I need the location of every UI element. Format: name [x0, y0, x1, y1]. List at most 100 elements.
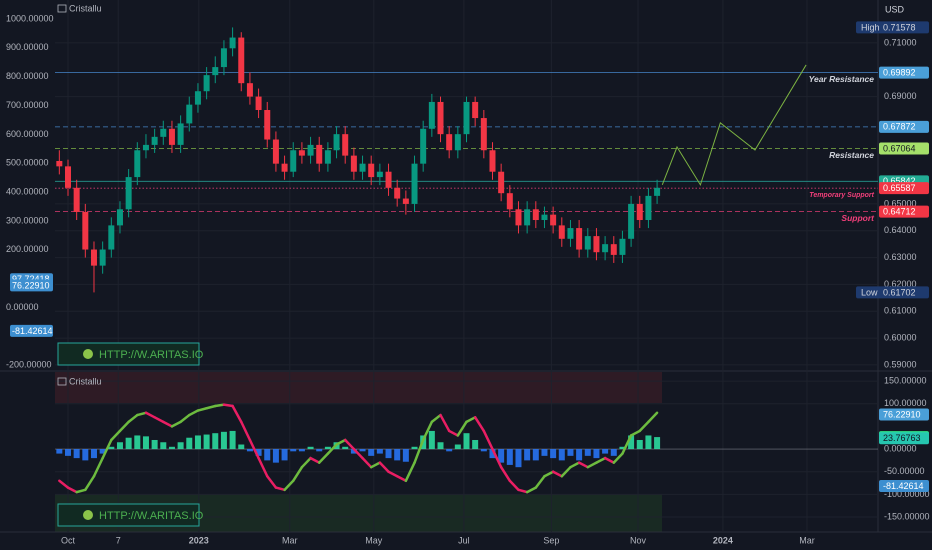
candle-body — [515, 209, 522, 226]
signal-line — [274, 486, 286, 492]
indicator-label: -81.42614 — [883, 481, 924, 491]
x-tick-label: Oct — [61, 535, 76, 545]
indicator-label-box — [10, 324, 53, 337]
price-label: 0.71578 — [883, 22, 916, 32]
candle-body — [506, 193, 513, 210]
plot-layer: Oct 7 2023 Mar May Jul Sep Nov 2024 Mar 0.71000 0.6… — [6, 0, 930, 545]
price-label-name: High — [861, 22, 880, 32]
histogram-bar — [454, 444, 461, 450]
candle-body — [420, 128, 427, 164]
histogram-bar — [472, 439, 479, 450]
candle-body — [56, 160, 63, 167]
price-label-box — [879, 66, 929, 79]
candle-body — [82, 211, 89, 250]
indicator-label: -81.42614 — [12, 326, 53, 336]
candle-body — [342, 134, 349, 156]
signal-line — [491, 447, 503, 469]
signal-line — [595, 456, 607, 464]
signal-line — [352, 447, 364, 460]
candle-body — [255, 96, 262, 111]
currency-label: USD — [885, 4, 905, 14]
histogram-bar — [636, 439, 643, 450]
histogram-bar — [593, 449, 600, 459]
candle-body — [394, 187, 401, 199]
signal-line — [456, 420, 468, 437]
y2-tick-label: 0.00000 — [6, 302, 39, 312]
signal-line — [162, 420, 174, 428]
signal-line — [343, 438, 356, 451]
y-tick-label: 0.60000 — [884, 332, 917, 342]
candle-body — [619, 238, 626, 255]
candle-body — [654, 187, 661, 196]
histogram-bar — [108, 446, 115, 450]
histogram-bar — [238, 444, 245, 450]
candle-body — [610, 244, 617, 255]
signal-line — [240, 420, 252, 442]
candle-body — [298, 150, 305, 156]
candle-body — [203, 75, 210, 92]
indicator-label: 97.72418 — [12, 274, 50, 284]
histogram-bar — [402, 449, 409, 462]
y-tick-label: -150.00000 — [884, 511, 930, 521]
icon — [57, 4, 67, 13]
candle-body — [99, 249, 106, 266]
signal-line — [248, 438, 260, 460]
overbought-zone — [55, 372, 662, 403]
candle-body — [541, 214, 548, 221]
histogram-bar — [90, 449, 97, 459]
y-tick-label: 0.61000 — [884, 306, 917, 316]
histogram-bar — [411, 446, 418, 450]
y2-tick-label: 900.00000 — [6, 42, 49, 52]
y-tick-label: -100.00000 — [884, 489, 930, 499]
candle-body — [558, 225, 565, 239]
signal-line — [136, 411, 148, 417]
histogram-bar — [73, 449, 80, 459]
signal-line — [188, 409, 200, 417]
watermark-box — [57, 503, 200, 527]
histogram-bar — [229, 430, 236, 450]
candle-body — [463, 101, 470, 135]
watermark-box — [57, 342, 200, 366]
signal-line — [508, 479, 520, 492]
watermark-icon — [83, 510, 93, 520]
price-label-box — [856, 286, 929, 299]
candle-body — [324, 150, 331, 164]
signal-line — [222, 403, 234, 408]
signal-line — [75, 488, 87, 494]
candle-body — [134, 150, 141, 178]
histogram-bar — [212, 433, 219, 450]
histogram-bar — [168, 446, 175, 450]
x-tick-label: Mar — [282, 535, 298, 545]
histogram-bar — [550, 449, 557, 459]
histogram-bar — [463, 433, 470, 450]
signal-line — [257, 456, 269, 478]
histogram-bar — [220, 431, 227, 450]
histogram-bar — [151, 439, 158, 450]
signal-line — [378, 461, 390, 473]
candle-body — [489, 150, 496, 172]
candle-body — [272, 139, 279, 164]
signal-line — [214, 403, 226, 408]
signal-line — [387, 470, 399, 478]
signal-line — [473, 416, 486, 433]
price-label-box — [879, 205, 929, 218]
candle-body — [567, 228, 574, 239]
indicator-label: 23.76763 — [883, 433, 921, 443]
candle-body — [160, 128, 167, 137]
price-label: 0.67872 — [883, 122, 916, 132]
y-tick-label: 0.64000 — [884, 225, 917, 235]
candle-body — [333, 134, 340, 151]
candle-body — [584, 236, 591, 250]
candle-body — [168, 128, 175, 145]
y2-tick-label: 600.00000 — [6, 129, 49, 139]
signal-line — [153, 416, 165, 424]
y-tick-label: 0.71000 — [884, 37, 917, 47]
histogram-bar — [307, 446, 314, 450]
histogram-bar — [567, 449, 574, 456]
candle-body — [602, 244, 609, 253]
candle-body — [576, 228, 583, 250]
watermark: HTTP://W.ARITAS.IO — [99, 349, 204, 361]
histogram-bar — [350, 449, 357, 454]
x-tick-label: Mar — [799, 535, 815, 545]
